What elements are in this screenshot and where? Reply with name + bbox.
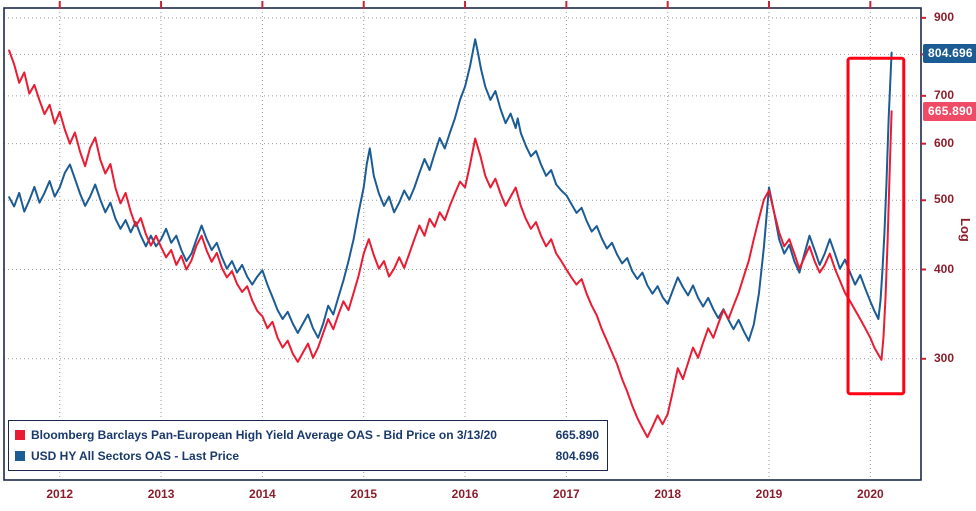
- legend-item-euro: Bloomberg Barclays Pan-European High Yie…: [15, 424, 599, 445]
- legend-swatch-usd: [15, 450, 25, 461]
- last-price-badge-usd: 804.696: [923, 43, 976, 63]
- plot-frame: [3, 7, 922, 481]
- y-axis-scale-label: Log: [958, 218, 973, 242]
- x-tick-label: 2019: [755, 487, 783, 501]
- x-tick-label: 2012: [46, 487, 74, 501]
- legend-label-euro: Bloomberg Barclays Pan-European High Yie…: [31, 427, 497, 442]
- x-tick-label: 2014: [249, 487, 276, 501]
- legend-label-usd: USD HY All Sectors OAS - Last Price: [31, 448, 240, 463]
- legend-swatch-euro: [15, 429, 25, 440]
- x-tick-label: 2018: [654, 487, 682, 501]
- x-tick-label: 2020: [856, 487, 884, 501]
- legend-item-usd: USD HY All Sectors OAS - Last Price 804.…: [15, 445, 599, 466]
- highlight-box: [846, 56, 906, 396]
- series-line-usd-hy: [8, 38, 893, 342]
- x-tick-label: 2015: [350, 487, 378, 501]
- legend: Bloomberg Barclays Pan-European High Yie…: [8, 420, 608, 471]
- legend-value-euro: 665.890: [555, 427, 599, 442]
- x-tick-label: 2016: [451, 487, 479, 501]
- x-tick-label: 2017: [552, 487, 580, 501]
- legend-value-usd: 804.696: [555, 448, 599, 463]
- x-tick-label: 2013: [147, 487, 175, 501]
- last-price-badge-euro: 665.890: [923, 102, 976, 122]
- series-line-euro-hy: [8, 49, 893, 439]
- x-axis: 2012 2013 2014 2015 2016 2017 2018 2019 2020: [0, 487, 976, 507]
